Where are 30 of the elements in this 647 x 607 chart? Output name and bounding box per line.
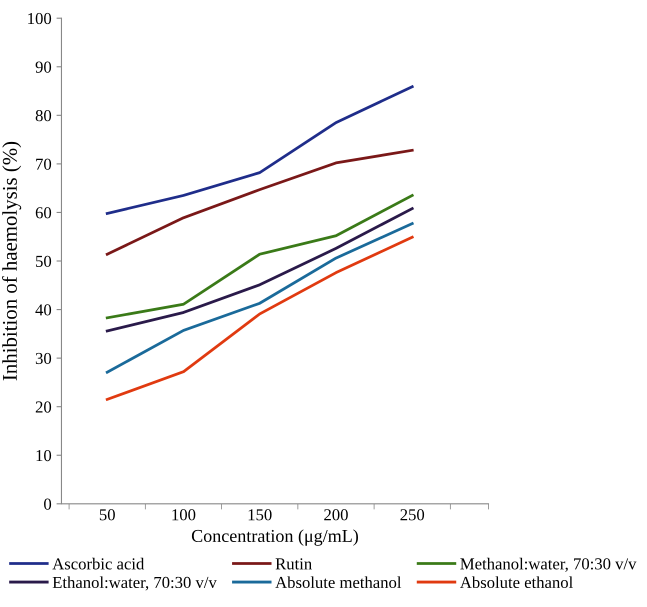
line-series — [106, 85, 414, 215]
y-tick-label: 30 — [36, 352, 52, 364]
line-series — [106, 207, 414, 332]
y-tick-label: 10 — [36, 450, 52, 462]
line-series — [106, 222, 414, 374]
legend-label: Rutin — [276, 558, 312, 570]
x-tick-label: 250 — [400, 509, 424, 520]
legend-label: Ascorbic acid — [52, 558, 144, 570]
y-tick-label: 70 — [36, 158, 52, 170]
y-tick-label: 40 — [35, 304, 52, 316]
y-tick-label: 0 — [44, 498, 52, 510]
y-axis-title: Inhibition of haemolysis (%) — [2, 142, 22, 380]
x-tick-label: 100 — [172, 509, 196, 520]
line-series — [106, 236, 414, 401]
y-tick-label: 90 — [36, 61, 52, 73]
y-tick-label: 60 — [36, 207, 52, 218]
y-tick-label: 50 — [36, 256, 52, 267]
x-tick-label: 200 — [324, 509, 348, 520]
legend-label: Methanol:water, 70:30 v/v — [460, 558, 636, 572]
y-tick-label: 100 — [28, 12, 52, 24]
legend-label: Absolute methanol — [275, 576, 402, 588]
legend-label: Ethanol:water, 70:30 v/v — [52, 576, 217, 590]
legend-label: Absolute ethanol — [460, 576, 573, 588]
y-tick-label: 80 — [36, 110, 52, 122]
line-series — [106, 194, 414, 320]
line-series — [106, 148, 414, 256]
y-tick-label: 20 — [36, 401, 52, 413]
x-tick-label: 50 — [100, 509, 115, 520]
x-axis-title: Concentration (μg/mL) — [192, 529, 358, 546]
x-tick-label: 150 — [248, 509, 272, 520]
